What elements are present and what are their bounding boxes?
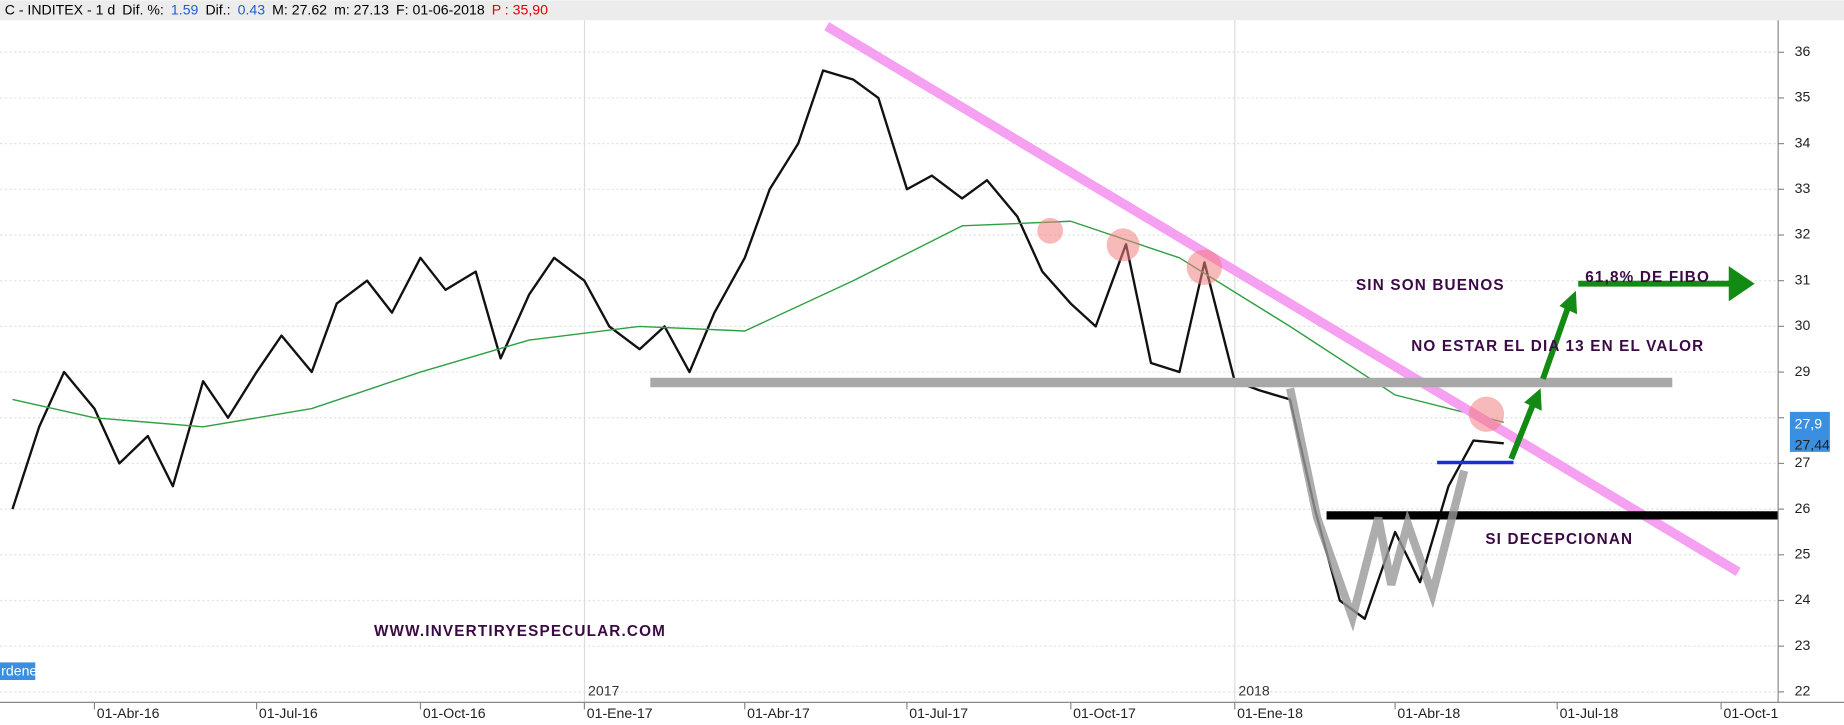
y-tick-label: 31 <box>1795 271 1811 287</box>
arrow <box>1540 307 1571 380</box>
arrow-head <box>1559 290 1578 315</box>
y-tick-label: 24 <box>1795 591 1811 607</box>
y-tick-label: 25 <box>1795 546 1811 562</box>
x-tick-label: 01-Jul-18 <box>1560 705 1619 721</box>
y-tick-label: 35 <box>1795 89 1811 105</box>
header-item: Dif. %: <box>122 2 164 18</box>
y-tick-label: 26 <box>1795 500 1811 516</box>
arrow-head <box>1728 266 1755 302</box>
highlight <box>1106 228 1140 262</box>
x-tick-label: 01-Abr-16 <box>97 705 160 721</box>
price-box <box>1789 411 1830 452</box>
header-item: F: 01-06-2018 <box>396 2 485 18</box>
price-label: 27,9 <box>1795 416 1823 432</box>
x-tick-label: 01-Abr-17 <box>747 705 810 721</box>
annotation: WWW.INVERTIRYESPECULAR.COM <box>374 623 666 640</box>
header-item: m: 27.13 <box>334 2 389 18</box>
series-layer <box>11 69 1504 620</box>
y-tick-label: 34 <box>1795 134 1811 150</box>
header-item: M: 27.62 <box>272 2 327 18</box>
annotation: 61,8% DE FIBO <box>1585 269 1710 286</box>
badge-box <box>0 662 36 681</box>
header-bar <box>0 0 1844 21</box>
x-tick-label: 01-Ene-18 <box>1237 705 1303 721</box>
badge: rdenes <box>1 663 44 679</box>
highlight <box>1468 396 1505 432</box>
header-item: Dif.: <box>205 2 230 18</box>
header-item: 1.59 <box>171 2 199 18</box>
header-item: C - INDITEX - 1 d <box>5 2 116 18</box>
highlight <box>1037 217 1064 244</box>
arrow <box>1508 404 1536 461</box>
x-tick-label: 01-Oct-16 <box>423 705 486 721</box>
x-tick-label: 01-Jul-17 <box>909 705 968 721</box>
year-label: 2017 <box>588 683 620 699</box>
trend-line <box>824 22 1741 576</box>
arrow-head <box>1524 388 1542 411</box>
drawings <box>650 22 1779 632</box>
price-line <box>11 69 1504 620</box>
x-tick-label: 01-Abr-18 <box>1397 705 1460 721</box>
y-tick-label: 29 <box>1795 363 1811 379</box>
annotation: SI DECEPCIONAN <box>1485 531 1633 548</box>
x-tick-label: 01-Oct-17 <box>1073 705 1136 721</box>
price-line <box>12 220 1504 428</box>
y-tick-label: 23 <box>1795 637 1811 653</box>
header-item: 0.43 <box>238 2 266 18</box>
y-tick-label: 30 <box>1795 317 1811 333</box>
price-label: 27,44 <box>1795 437 1830 453</box>
header-item: P : 35,90 <box>492 2 548 18</box>
y-tick-label: 36 <box>1795 43 1811 59</box>
year-label: 2018 <box>1238 683 1270 699</box>
y-tick-label: 22 <box>1795 683 1811 699</box>
y-tick-label: 27 <box>1795 454 1811 470</box>
y-tick-label: 33 <box>1795 180 1811 196</box>
x-tick-label: 01-Oct-1 <box>1723 705 1778 721</box>
annotation: NO ESTAR EL DIA 13 EN EL VALOR <box>1411 338 1704 355</box>
y-tick-label: 32 <box>1795 226 1811 242</box>
x-tick-label: 01-Ene-17 <box>587 705 653 721</box>
highlight <box>1186 249 1222 285</box>
annotation: SIN SON BUENOS <box>1356 277 1505 294</box>
w-pattern <box>1286 387 1469 632</box>
x-tick-label: 01-Jul-16 <box>259 705 318 721</box>
